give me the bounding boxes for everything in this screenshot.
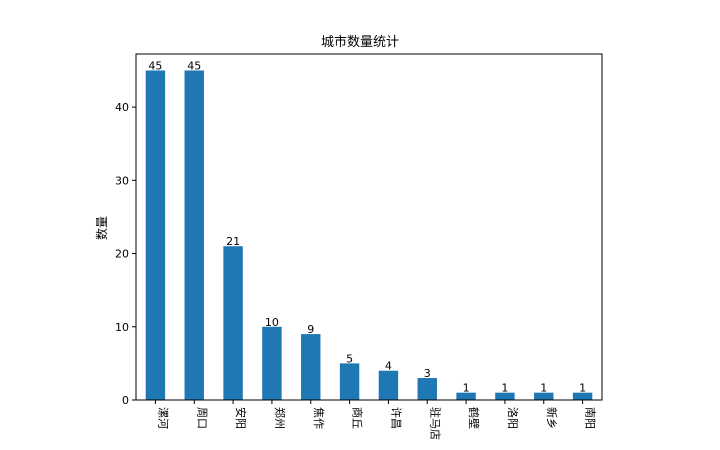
x-tick-label: 商丘 [351,407,365,429]
y-tick-label: 10 [115,321,129,334]
x-tick-label: 南阳 [584,407,597,429]
data-label: 9 [307,323,314,336]
plot-frame [135,53,603,401]
bar [184,70,204,400]
data-label: 45 [148,59,162,72]
data-label: 10 [265,316,279,329]
bar [339,363,360,400]
y-tick-label: 30 [115,174,129,187]
bar [534,392,554,400]
bar [145,70,166,400]
data-label: 3 [424,367,431,380]
data-label: 1 [501,382,508,395]
x-tick-label: 驻马店 [428,407,442,440]
data-label: 4 [385,360,392,373]
y-tick-label: 0 [122,394,129,407]
data-labels-group: 45 45 21 10 9 5 4 3 1 1 1 1 [148,59,586,394]
bar [301,334,321,400]
x-tick-label: 郑州 [273,407,287,429]
data-label: 21 [226,235,240,248]
x-tick-label: 周口 [195,407,208,429]
x-tick-label: 鹤壁 [467,407,481,429]
bar [456,392,476,400]
y-axis-label: 数量 [94,216,109,240]
y-tick-label: 20 [115,248,129,261]
chart-title: 城市数量统计 [321,34,399,50]
x-axis-ticks: 漯河 周口 安阳 郑州 焦作 商丘 许昌 驻马店 鹤壁 洛阳 新乡 南阳 [154,400,597,440]
x-tick-label: 新乡 [545,407,559,429]
x-tick-label: 洛阳 [506,407,520,429]
data-label: 1 [540,382,547,395]
data-label: 1 [579,382,586,395]
bar [378,370,399,400]
x-tick-label: 漯河 [156,407,169,429]
bar [572,392,593,400]
x-tick-label: 许昌 [389,407,402,429]
data-label: 45 [187,59,201,72]
bar [495,392,515,400]
y-tick-label: 40 [115,101,129,114]
bars-group [145,70,593,400]
data-label: 5 [346,352,353,365]
bar [262,326,282,400]
y-axis-ticks: 0 10 20 30 40 [115,101,136,407]
bar [417,378,437,400]
bar [223,246,243,400]
x-tick-label: 安阳 [234,407,248,429]
data-label: 1 [463,382,470,395]
x-tick-label: 焦作 [312,407,325,429]
